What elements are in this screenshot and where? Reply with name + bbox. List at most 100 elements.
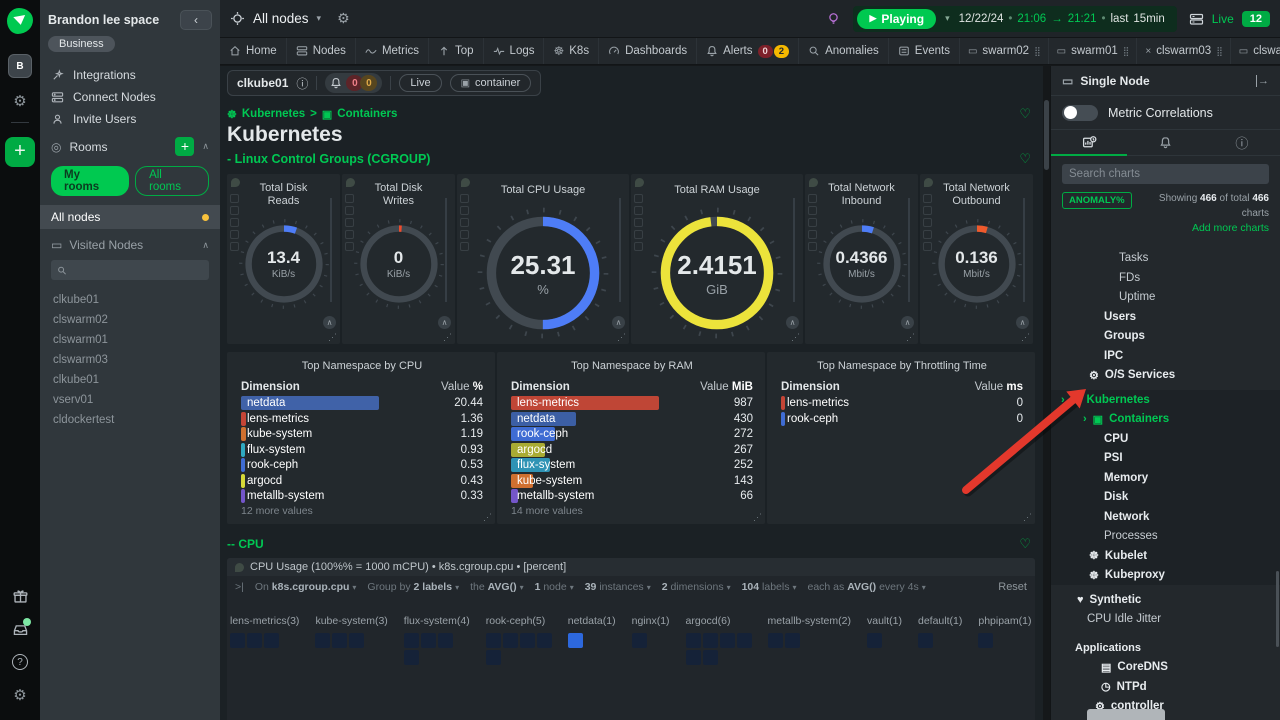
label-name[interactable]: metallb-system(2) bbox=[768, 615, 851, 627]
nav-tab-anomalies[interactable]: Anomalies bbox=[799, 38, 889, 64]
chart-filter-dropdown[interactable]: 1 node▾ bbox=[535, 581, 574, 593]
ai-bulb-icon[interactable] bbox=[826, 11, 841, 27]
node-search-input[interactable] bbox=[72, 264, 203, 276]
gauge-chart-card[interactable]: Total Network Inbound 0.4366 Mbit/s ∧ ⋰ bbox=[805, 174, 918, 344]
workspace-avatar[interactable]: B bbox=[8, 54, 32, 78]
expand-chart-icon[interactable]: ∧ bbox=[612, 316, 625, 329]
live-status-pill[interactable]: Live bbox=[399, 74, 441, 92]
instance-cell[interactable] bbox=[632, 633, 647, 648]
reset-button[interactable]: Reset bbox=[998, 581, 1027, 593]
instance-cell[interactable] bbox=[785, 633, 800, 648]
all-rooms-tab[interactable]: All rooms bbox=[135, 166, 209, 196]
tab-info[interactable]: ⓘ bbox=[1204, 130, 1280, 155]
top-namespace-table-card[interactable]: Top Namespace by Throttling Time Dimensi… bbox=[767, 352, 1035, 524]
gauge-chart-card[interactable]: Total Disk Reads 13.4 KiB/s ∧ ⋰ bbox=[227, 174, 340, 344]
node-tab-icon[interactable]: ▭ bbox=[1239, 46, 1248, 57]
chart-menu-item[interactable]: Tasks bbox=[1051, 249, 1280, 269]
table-row[interactable]: kube-system 143 bbox=[511, 474, 753, 488]
resize-handle-icon[interactable]: ⋰ bbox=[906, 332, 915, 343]
node-tab-icon[interactable]: ▭ bbox=[1057, 46, 1066, 57]
sidebar-item-integrations[interactable]: Integrations bbox=[40, 64, 220, 86]
visited-node-item[interactable]: clkube01 bbox=[40, 370, 220, 390]
chart-menu-item[interactable]: Memory bbox=[1051, 468, 1280, 488]
table-row[interactable]: flux-system 252 bbox=[511, 458, 753, 472]
nav-tab-events[interactable]: Events bbox=[889, 38, 960, 64]
chart-menu-item[interactable]: ⚙ O/S Services bbox=[1051, 366, 1280, 386]
chart-filter-dropdown[interactable]: Group by 2 labels▾ bbox=[367, 581, 459, 593]
visited-node-item[interactable]: clswarm01 bbox=[40, 330, 220, 350]
top-namespace-table-card[interactable]: Top Namespace by RAM Dimension Value MiB… bbox=[497, 352, 765, 524]
sidebar-item-invite-users[interactable]: Invite Users bbox=[40, 108, 220, 130]
gauge-chart-card[interactable]: Total RAM Usage 2.4151 GiB ∧ ⋰ bbox=[631, 174, 803, 344]
chart-search-box[interactable] bbox=[1062, 164, 1269, 184]
cpu-section-heading[interactable]: -- CPU bbox=[227, 537, 264, 551]
my-rooms-tab[interactable]: My rooms bbox=[51, 166, 129, 196]
chart-menu-item[interactable]: CPU bbox=[1051, 429, 1280, 449]
instance-cell[interactable] bbox=[867, 633, 882, 648]
node-info-icon[interactable]: ⓘ bbox=[296, 75, 308, 92]
playing-button[interactable]: ▶ Playing bbox=[857, 9, 936, 29]
chart-menu-item[interactable]: Users bbox=[1051, 307, 1280, 327]
tab-charts[interactable] bbox=[1051, 130, 1127, 155]
nav-tab-home[interactable]: Home bbox=[220, 38, 287, 64]
chart-search-input[interactable] bbox=[1069, 168, 1262, 180]
help-icon[interactable]: ? bbox=[12, 654, 28, 670]
anomaly-rate-badge[interactable]: ANOMALY% bbox=[1062, 192, 1132, 209]
visited-node-item[interactable]: clswarm03 bbox=[40, 350, 220, 370]
visited-node-item[interactable]: cldockertest bbox=[40, 410, 220, 430]
label-name[interactable]: phpipam(1) bbox=[978, 615, 1031, 627]
gauge-chart-card[interactable]: Total Network Outbound 0.136 Mbit/s ∧ ⋰ bbox=[920, 174, 1033, 344]
label-name[interactable]: lens-metrics(3) bbox=[230, 615, 299, 627]
nav-tab-metrics[interactable]: Metrics bbox=[356, 38, 429, 64]
inbox-icon[interactable] bbox=[12, 621, 29, 638]
resize-handle-icon[interactable]: ⋰ bbox=[753, 512, 762, 523]
chart-menu-item[interactable]: Network bbox=[1051, 507, 1280, 527]
add-workspace-button[interactable]: + bbox=[5, 137, 35, 167]
visited-node-item[interactable]: clswarm02 bbox=[40, 310, 220, 330]
top-namespace-table-card[interactable]: Top Namespace by CPU Dimension Value % n… bbox=[227, 352, 495, 524]
gauge-chart-card[interactable]: Total CPU Usage 25.31 % ∧ ⋰ bbox=[457, 174, 629, 344]
room-item-all-nodes[interactable]: All nodes bbox=[40, 205, 220, 229]
expand-chart-icon[interactable]: ∧ bbox=[323, 316, 336, 329]
resize-handle-icon[interactable]: ⋰ bbox=[443, 332, 452, 343]
chart-menu-item[interactable]: ▤ CoreDNS bbox=[1051, 658, 1280, 678]
table-row[interactable]: netdata 430 bbox=[511, 412, 753, 426]
instance-cell[interactable] bbox=[404, 650, 419, 665]
node-search-box[interactable] bbox=[51, 260, 209, 280]
chart-menu-item[interactable]: ♥ Synthetic bbox=[1051, 590, 1280, 610]
live-node-count-badge[interactable]: 12 bbox=[1242, 11, 1270, 27]
table-row[interactable]: metallb-system 0.33 bbox=[241, 489, 483, 503]
table-row[interactable]: lens-metrics 1.36 bbox=[241, 412, 483, 426]
visited-node-item[interactable]: clkube01 bbox=[40, 290, 220, 310]
resize-handle-icon[interactable]: ⋰ bbox=[791, 332, 800, 343]
label-name[interactable]: netdata(1) bbox=[568, 615, 616, 627]
netdata-logo-icon[interactable] bbox=[7, 8, 33, 34]
add-room-button[interactable]: + bbox=[175, 137, 194, 156]
breadcrumb-kubernetes[interactable]: Kubernetes bbox=[242, 108, 305, 120]
label-name[interactable]: argocd(6) bbox=[686, 615, 752, 627]
tab-alerts[interactable] bbox=[1127, 130, 1203, 155]
visited-node-item[interactable]: vserv01 bbox=[40, 390, 220, 410]
favorite-heart-icon[interactable]: ♡ bbox=[1019, 151, 1031, 167]
drag-grip-icon[interactable]: ⣿ bbox=[1034, 46, 1040, 57]
chevron-up-icon[interactable]: ∧ bbox=[202, 141, 209, 152]
table-row[interactable]: argocd 0.43 bbox=[241, 474, 483, 488]
instance-cell[interactable] bbox=[737, 633, 752, 648]
instance-cell[interactable] bbox=[503, 633, 518, 648]
node-tab[interactable]: ▭ clswarm01 ⣿ bbox=[1231, 38, 1280, 64]
rooms-header[interactable]: ◎ Rooms + ∧ bbox=[40, 130, 220, 163]
instance-cell[interactable] bbox=[537, 633, 552, 648]
nodes-view-icon[interactable] bbox=[1189, 12, 1204, 26]
node-tab[interactable]: × clswarm03 ⣿ bbox=[1137, 38, 1230, 64]
chevron-up-icon[interactable]: ∧ bbox=[202, 240, 209, 251]
settings-gear-icon[interactable]: ⚙ bbox=[13, 686, 26, 704]
table-row[interactable]: metallb-system 66 bbox=[511, 489, 753, 503]
table-row[interactable]: flux-system 0.93 bbox=[241, 443, 483, 457]
table-row[interactable]: netdata 20.44 bbox=[241, 396, 483, 410]
resize-handle-icon[interactable]: ⋰ bbox=[617, 332, 626, 343]
node-alerts-group[interactable]: 0 0 bbox=[325, 73, 382, 93]
chart-menu-item[interactable]: PSI bbox=[1051, 449, 1280, 469]
chart-menu-item[interactable]: › ▣ Containers bbox=[1051, 410, 1280, 430]
label-name[interactable]: kube-system(3) bbox=[315, 615, 387, 627]
metric-correlations-toggle[interactable] bbox=[1062, 105, 1098, 121]
